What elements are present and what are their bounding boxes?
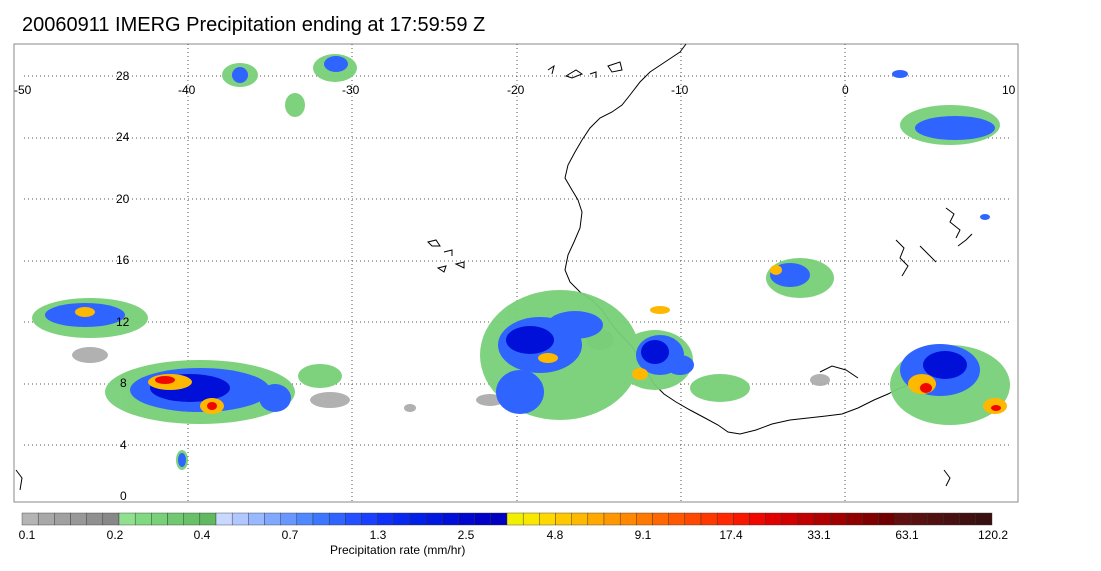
colorbar-swatch: [231, 512, 249, 526]
lat-label: 0: [120, 489, 127, 503]
colorbar-swatch: [199, 512, 217, 526]
colorbar-swatch: [409, 512, 427, 526]
colorbar-swatch: [894, 512, 912, 526]
colorbar-swatch: [215, 512, 233, 526]
lat-label: 8: [120, 376, 127, 390]
colorbar-swatch: [393, 512, 411, 526]
colorbar-swatch: [830, 512, 847, 526]
colorbar-tick: 1.3: [369, 528, 387, 542]
colorbar-swatch: [377, 512, 395, 526]
colorbar-tick: 120.2: [977, 528, 1009, 542]
colorbar-tick: 0.7: [281, 528, 299, 542]
lon-label: -30: [342, 83, 360, 97]
colorbar-swatch: [296, 512, 314, 526]
colorbar-tick: 2.5: [457, 528, 475, 542]
colorbar-swatch: [312, 512, 330, 526]
colorbar-swatch: [668, 512, 686, 526]
lon-labels: -50 -40 -30 -20 -10 0 10: [14, 83, 1016, 97]
colorbar-swatch: [587, 512, 605, 526]
colorbar-swatch: [21, 512, 39, 526]
map-frame: [13, 43, 1019, 503]
colorbar-tick: 17.4: [719, 528, 743, 542]
lon-label: -50: [14, 83, 32, 97]
colorbar-tick: 33.1: [807, 528, 831, 542]
colorbar-swatch: [264, 512, 281, 526]
colorbar-swatch: [345, 512, 362, 526]
colorbar-swatch: [846, 512, 863, 526]
colorbar-swatch: [506, 512, 524, 526]
colorbar-tick: 63.1: [895, 528, 919, 542]
colorbar-swatch: [425, 512, 443, 526]
colorbar-swatch: [910, 512, 928, 526]
colorbar-swatch: [603, 512, 621, 526]
colorbar-swatch: [522, 512, 540, 526]
colorbar-swatch: [636, 512, 653, 526]
colorbar-swatch: [167, 512, 184, 526]
lat-labels: 28 24 20 16 12 8 4 0: [116, 69, 130, 503]
precip-dark-blue: [150, 326, 967, 402]
lat-label: 28: [116, 69, 130, 83]
colorbar-swatch: [733, 512, 750, 526]
colorbar-swatch: [571, 512, 589, 526]
colorbar-label: Precipitation rate (mm/hr): [330, 543, 466, 557]
colorbar-swatch: [328, 512, 346, 526]
colorbar-swatch: [248, 512, 265, 526]
colorbar-swatch: [862, 512, 880, 526]
lon-label: -20: [507, 83, 525, 97]
colorbar-swatch: [927, 512, 944, 526]
colorbar-swatch: [86, 512, 104, 526]
colorbar-swatch: [555, 512, 572, 526]
colorbar-tick: 4.8: [546, 528, 564, 542]
colorbar-swatch: [183, 512, 201, 526]
colorbar-swatch: [781, 512, 799, 526]
lon-label: 0: [842, 83, 849, 97]
colorbar-swatch: [878, 512, 896, 526]
colorbar-swatch: [539, 512, 556, 526]
colorbar: [21, 512, 993, 526]
colorbar-swatch: [151, 512, 168, 526]
lat-label: 20: [116, 192, 130, 206]
colorbar-swatch: [118, 512, 136, 526]
colorbar-swatch: [652, 512, 669, 526]
colorbar-swatch: [490, 512, 508, 526]
colorbar-swatch: [959, 512, 977, 526]
colorbar-swatch: [813, 512, 831, 526]
colorbar-swatch: [54, 512, 71, 526]
colorbar-swatch: [361, 512, 378, 526]
colorbar-swatch: [474, 512, 492, 526]
colorbar-swatch: [102, 512, 120, 526]
colorbar-swatch: [70, 512, 87, 526]
colorbar-swatch: [37, 512, 55, 526]
lat-label: 12: [116, 315, 130, 329]
colorbar-tick: 0.1: [18, 528, 36, 542]
lon-label: 10: [1002, 83, 1016, 97]
colorbar-tick: 0.2: [106, 528, 124, 542]
lat-label: 16: [116, 253, 130, 267]
colorbar-swatch: [700, 512, 718, 526]
colorbar-tick: 0.4: [193, 528, 211, 542]
lon-label: -40: [178, 83, 196, 97]
map-title: 20060911 IMERG Precipitation ending at 1…: [22, 14, 486, 36]
precip-red: [155, 376, 1001, 411]
colorbar-swatch: [458, 512, 475, 526]
colorbar-swatch: [619, 512, 637, 526]
colorbar-swatch: [943, 512, 960, 526]
colorbar-swatch: [684, 512, 702, 526]
colorbar-swatch: [797, 512, 815, 526]
colorbar-swatch: [716, 512, 734, 526]
colorbar-swatch: [765, 512, 783, 526]
lat-label: 4: [120, 438, 127, 452]
lon-label: -10: [671, 83, 689, 97]
colorbar-swatch: [749, 512, 766, 526]
colorbar-swatch: [442, 512, 459, 526]
colorbar-swatch: [134, 512, 152, 526]
colorbar-swatch: [975, 512, 993, 526]
lat-label: 24: [116, 130, 130, 144]
colorbar-swatch: [280, 512, 298, 526]
colorbar-tick: 9.1: [634, 528, 652, 542]
